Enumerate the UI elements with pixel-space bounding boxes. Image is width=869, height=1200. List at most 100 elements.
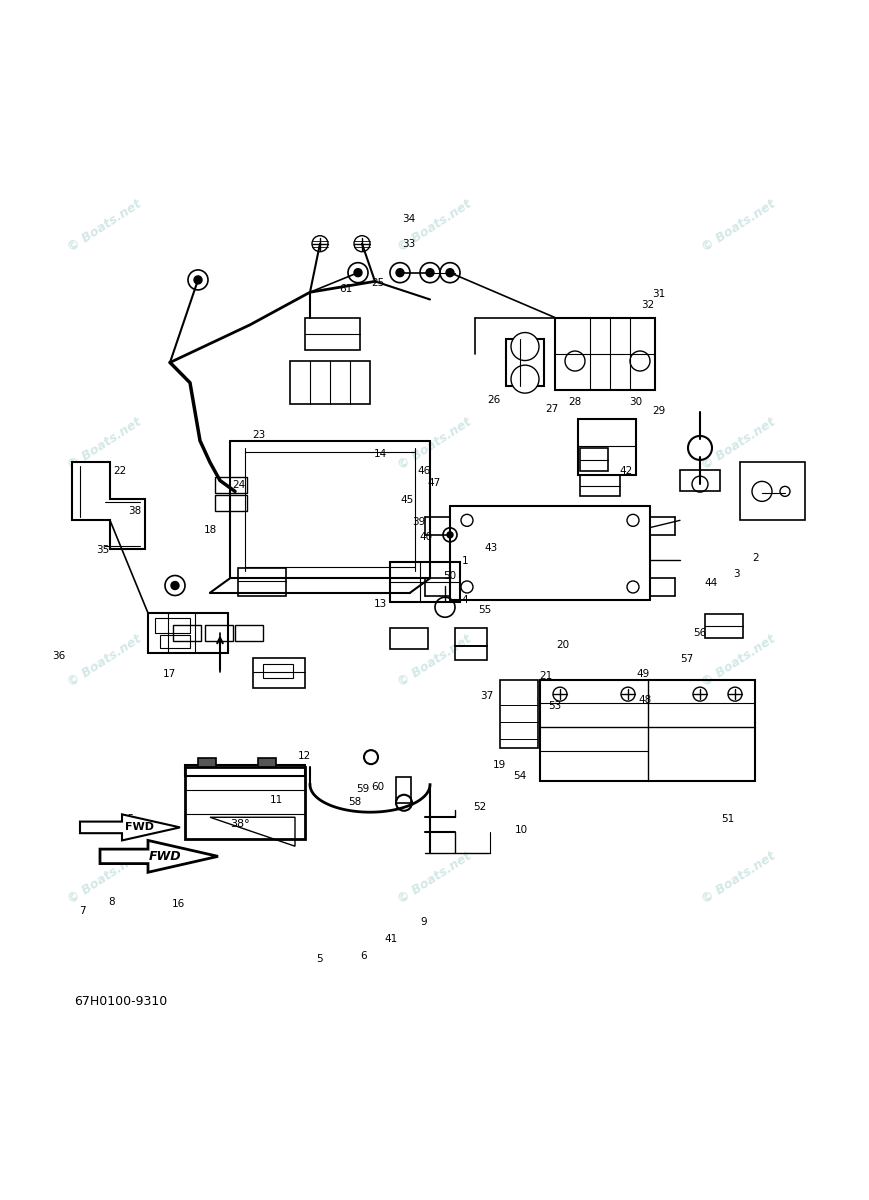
Text: 60: 60: [371, 782, 385, 792]
Circle shape: [447, 532, 453, 538]
Text: 13: 13: [374, 599, 388, 610]
Bar: [253, 658, 305, 689]
Text: 29: 29: [652, 406, 666, 415]
Circle shape: [396, 269, 404, 277]
Text: 67H0100-9310: 67H0100-9310: [74, 996, 167, 1008]
Text: 12: 12: [297, 751, 311, 762]
Text: 59: 59: [356, 785, 370, 794]
Text: 24: 24: [232, 480, 246, 491]
Text: 61: 61: [339, 284, 353, 294]
Bar: [580, 448, 608, 472]
Text: 40: 40: [419, 533, 433, 542]
Text: 39: 39: [412, 517, 426, 527]
Bar: [680, 469, 720, 491]
Bar: [258, 758, 276, 767]
Text: 51: 51: [721, 814, 735, 824]
Text: 38: 38: [128, 506, 142, 516]
Text: 41: 41: [384, 934, 398, 944]
Text: 31: 31: [652, 289, 666, 299]
Text: FWD: FWD: [125, 822, 155, 833]
Text: 10: 10: [514, 826, 528, 835]
Text: © Boats.net: © Boats.net: [65, 850, 143, 907]
Bar: [305, 318, 360, 350]
Circle shape: [426, 269, 434, 277]
Bar: [455, 646, 487, 660]
Text: 4: 4: [461, 595, 468, 605]
Bar: [540, 679, 755, 781]
Text: 17: 17: [163, 668, 176, 679]
Text: 33: 33: [401, 239, 415, 248]
Bar: [215, 476, 247, 493]
Text: 30: 30: [629, 397, 643, 407]
Bar: [390, 628, 428, 649]
Bar: [705, 614, 743, 637]
Bar: [740, 462, 805, 521]
Bar: [500, 679, 538, 749]
Bar: [198, 758, 216, 767]
Text: 49: 49: [636, 668, 650, 679]
Text: 57: 57: [680, 654, 693, 664]
Text: 56: 56: [693, 628, 706, 638]
Text: 20: 20: [556, 640, 570, 650]
Text: 25: 25: [371, 278, 385, 288]
Text: 7: 7: [79, 906, 86, 916]
Polygon shape: [100, 840, 218, 872]
Bar: [580, 475, 620, 496]
Text: 11: 11: [269, 794, 283, 805]
Text: 46: 46: [417, 467, 431, 476]
Text: © Boats.net: © Boats.net: [395, 850, 474, 907]
Bar: [235, 625, 263, 641]
Text: 44: 44: [704, 577, 718, 588]
Bar: [215, 494, 247, 511]
Text: 36: 36: [52, 652, 66, 661]
Text: 15: 15: [122, 814, 136, 824]
Text: 1: 1: [461, 556, 468, 566]
Bar: [290, 361, 370, 404]
Bar: [263, 664, 293, 678]
Text: 5: 5: [316, 954, 323, 964]
Bar: [396, 778, 411, 803]
Bar: [155, 618, 190, 632]
Text: © Boats.net: © Boats.net: [700, 850, 778, 907]
Bar: [185, 767, 305, 839]
Text: 23: 23: [252, 430, 266, 440]
Bar: [238, 568, 286, 595]
Text: © Boats.net: © Boats.net: [395, 632, 474, 690]
Text: 27: 27: [545, 404, 559, 414]
Text: 43: 43: [484, 542, 498, 553]
Polygon shape: [72, 462, 145, 550]
Text: FWD: FWD: [149, 850, 182, 863]
Text: 50: 50: [443, 571, 457, 581]
Text: 28: 28: [568, 397, 582, 407]
Bar: [173, 625, 201, 641]
Text: © Boats.net: © Boats.net: [700, 198, 778, 254]
Text: 21: 21: [539, 672, 553, 682]
Bar: [506, 340, 544, 386]
Text: 34: 34: [401, 215, 415, 224]
Bar: [578, 419, 636, 475]
Text: 55: 55: [478, 606, 492, 616]
Text: 42: 42: [619, 467, 633, 476]
Text: 32: 32: [640, 300, 654, 310]
Text: © Boats.net: © Boats.net: [65, 632, 143, 690]
Text: 6: 6: [360, 952, 367, 961]
Text: 52: 52: [473, 802, 487, 812]
Circle shape: [511, 365, 539, 394]
Text: 45: 45: [400, 496, 414, 505]
Text: 37: 37: [480, 690, 494, 701]
Text: 19: 19: [493, 760, 507, 770]
Text: © Boats.net: © Boats.net: [700, 415, 778, 472]
Text: © Boats.net: © Boats.net: [395, 415, 474, 472]
Text: 48: 48: [638, 695, 652, 704]
Circle shape: [354, 269, 362, 277]
Text: 35: 35: [96, 545, 109, 554]
Text: 54: 54: [513, 770, 527, 780]
Text: 18: 18: [203, 526, 217, 535]
Bar: [555, 318, 655, 390]
Text: 22: 22: [113, 467, 127, 476]
Bar: [185, 766, 305, 776]
Bar: [390, 563, 460, 602]
Text: 9: 9: [421, 917, 428, 926]
Bar: [160, 635, 190, 648]
Text: 14: 14: [374, 449, 388, 460]
